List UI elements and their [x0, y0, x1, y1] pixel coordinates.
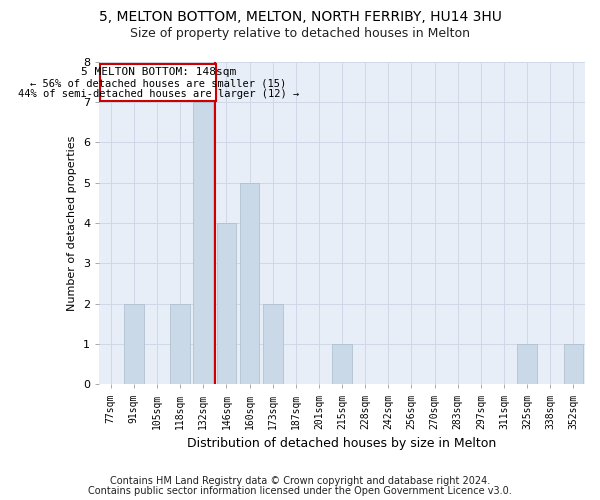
Bar — [124, 304, 143, 384]
Text: 5 MELTON BOTTOM: 148sqm: 5 MELTON BOTTOM: 148sqm — [80, 67, 236, 77]
Text: 44% of semi-detached houses are larger (12) →: 44% of semi-detached houses are larger (… — [17, 90, 299, 100]
Bar — [193, 102, 213, 385]
Bar — [517, 344, 537, 385]
Text: Contains public sector information licensed under the Open Government Licence v3: Contains public sector information licen… — [88, 486, 512, 496]
Bar — [217, 223, 236, 384]
Bar — [563, 344, 583, 385]
Bar — [240, 182, 259, 384]
Text: Contains HM Land Registry data © Crown copyright and database right 2024.: Contains HM Land Registry data © Crown c… — [110, 476, 490, 486]
Text: Size of property relative to detached houses in Melton: Size of property relative to detached ho… — [130, 28, 470, 40]
X-axis label: Distribution of detached houses by size in Melton: Distribution of detached houses by size … — [187, 437, 497, 450]
Bar — [332, 344, 352, 385]
Y-axis label: Number of detached properties: Number of detached properties — [67, 136, 77, 310]
Bar — [263, 304, 283, 384]
Bar — [100, 64, 216, 101]
Text: 5, MELTON BOTTOM, MELTON, NORTH FERRIBY, HU14 3HU: 5, MELTON BOTTOM, MELTON, NORTH FERRIBY,… — [98, 10, 502, 24]
Bar — [170, 304, 190, 384]
Text: ← 56% of detached houses are smaller (15): ← 56% of detached houses are smaller (15… — [30, 78, 286, 88]
